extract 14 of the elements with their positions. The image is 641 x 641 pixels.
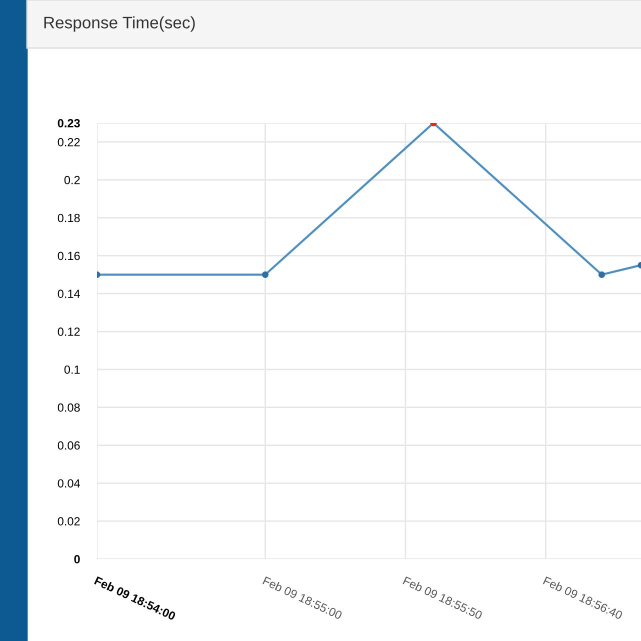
y-tick-label: 0.02 <box>58 517 80 526</box>
y-tick-label: 0.12 <box>58 328 80 336</box>
y-tick-label: 0.1 <box>64 365 80 374</box>
chart-title: Response Time(sec) <box>44 16 195 32</box>
y-tick-label: 0.08 <box>58 403 80 412</box>
y-tick-label: 0.22 <box>58 138 80 146</box>
y-tick-label: 0.14 <box>58 290 80 298</box>
y-tick-label: 0.06 <box>58 441 80 450</box>
y-tick-label: 0.04 <box>58 479 80 488</box>
y-tick-label: 0.16 <box>58 252 80 260</box>
y-tick-label: 0.18 <box>58 214 80 222</box>
y-tick-label: 0.23 <box>58 119 80 128</box>
y-tick-label: 0.2 <box>64 176 80 184</box>
y-tick-label: 0 <box>74 555 80 564</box>
